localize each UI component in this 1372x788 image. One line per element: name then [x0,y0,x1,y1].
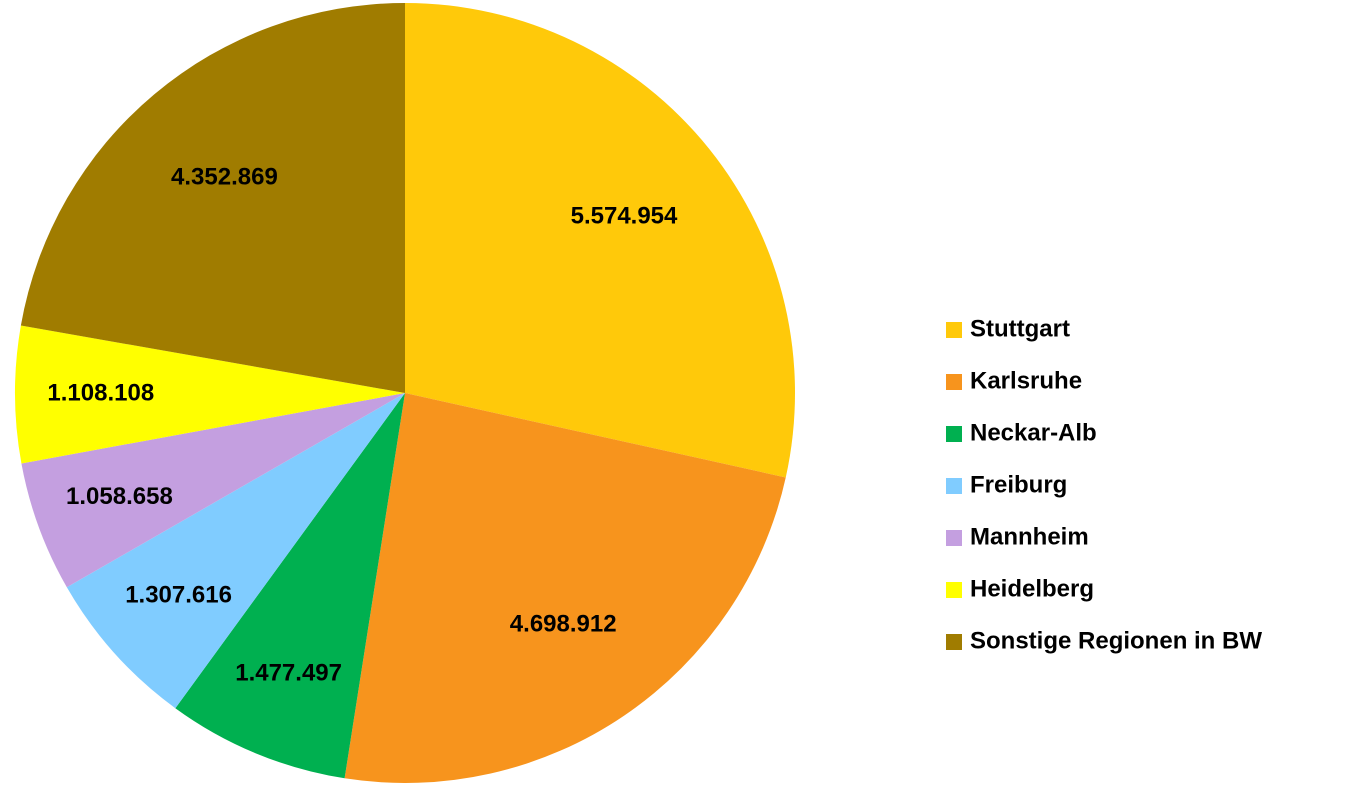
legend-label: Mannheim [970,523,1089,550]
pie-slice [175,393,405,779]
data-label: 4.352.869 [171,163,278,190]
data-label: 4.698.912 [510,610,617,637]
data-label: 1.307.616 [125,582,232,609]
legend-swatch [946,426,962,442]
data-label: 1.108.108 [47,380,154,407]
legend-label: Sonstige Regionen in BW [970,627,1262,654]
pie-slice [15,325,406,464]
legend-swatch [946,530,962,546]
legend-label: Freiburg [970,471,1067,498]
legend-label: Karlsruhe [970,367,1082,394]
legend-label: Heidelberg [970,575,1094,602]
legend-swatch [946,322,962,338]
legend-swatch [946,478,962,494]
data-label: 1.058.658 [66,483,173,510]
pie-slice [344,393,786,783]
data-label: 5.574.954 [571,203,678,230]
pie-slice [66,393,405,709]
data-label: 1.477.497 [235,659,342,686]
legend-swatch [946,634,962,650]
pie-slice [21,393,406,588]
pie-slice [405,3,795,478]
legend-label: Neckar-Alb [970,419,1097,446]
legend-label: Stuttgart [970,315,1070,342]
legend-swatch [946,374,962,390]
pie-slice [20,3,406,393]
legend-swatch [946,582,962,598]
